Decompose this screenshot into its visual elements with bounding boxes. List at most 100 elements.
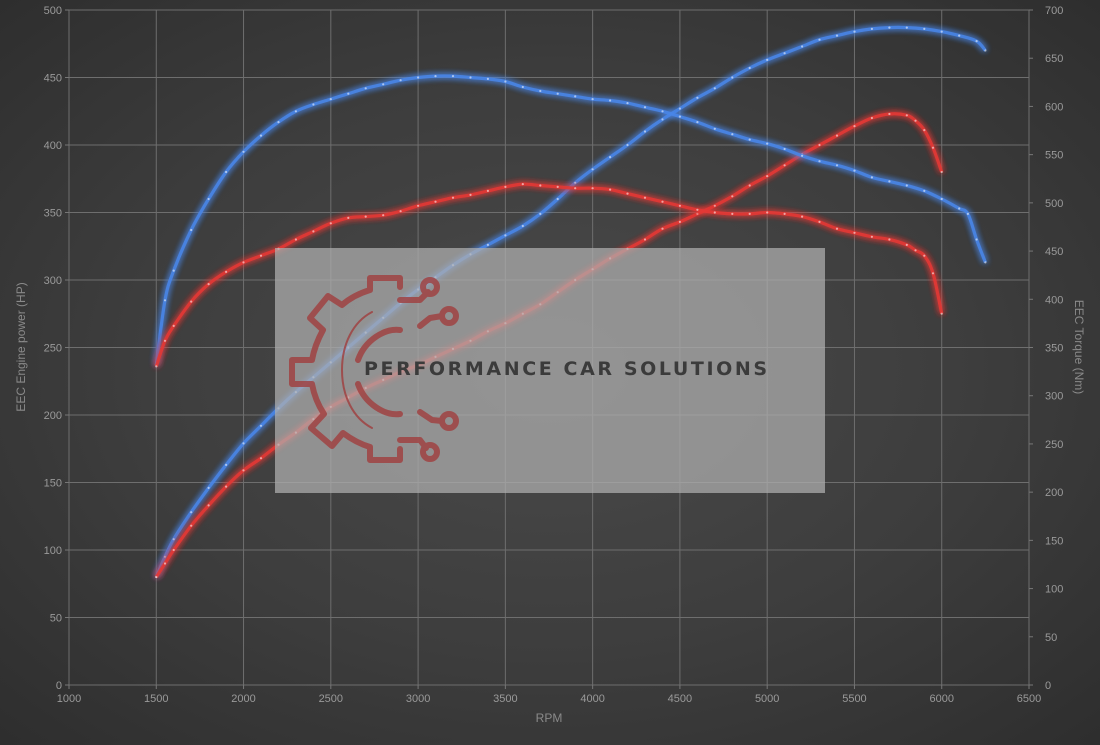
series-point — [190, 511, 193, 514]
series-point — [835, 34, 839, 37]
x-tick-label: 6500 — [1017, 693, 1041, 705]
series-point — [347, 92, 350, 95]
series-point — [399, 210, 402, 213]
y-left-tick-label: 0 — [56, 680, 62, 692]
series-point — [731, 212, 734, 215]
series-point — [294, 238, 297, 241]
series-point — [451, 75, 455, 78]
series-point — [835, 134, 839, 137]
series-point — [801, 154, 804, 157]
gear-circuit-icon — [289, 275, 459, 463]
x-tick-label: 5500 — [842, 693, 866, 705]
series-point — [783, 212, 786, 215]
x-tick-label: 6000 — [929, 693, 953, 705]
series-point — [818, 143, 821, 147]
series-point — [329, 222, 332, 225]
series-point — [975, 238, 978, 241]
series-point — [801, 215, 804, 218]
series-point — [748, 212, 751, 215]
y-right-tick-label: 550 — [1045, 150, 1063, 162]
series-point — [486, 243, 489, 246]
series-point — [382, 83, 385, 86]
series-point — [242, 261, 245, 264]
series-point — [294, 110, 297, 113]
series-point — [207, 504, 210, 507]
series-point — [713, 204, 716, 207]
series-point — [870, 27, 874, 30]
series-point — [364, 215, 367, 218]
series-point — [163, 299, 167, 302]
watermark: PERFORMANCE CAR SOLUTIONS — [275, 248, 825, 493]
series-point — [556, 92, 559, 95]
series-point — [329, 98, 332, 101]
series-point — [661, 118, 664, 121]
series-point — [312, 103, 315, 106]
x-tick-label: 2500 — [319, 693, 343, 705]
series-point — [259, 424, 263, 427]
series-point — [940, 30, 943, 33]
series-point — [766, 211, 769, 214]
series-point — [905, 114, 908, 117]
series-point — [643, 106, 647, 109]
series-point — [923, 254, 926, 257]
series-point — [748, 66, 751, 70]
series-point — [225, 463, 228, 466]
x-tick-label: 4500 — [668, 693, 692, 705]
series-point — [783, 147, 786, 151]
series-point — [207, 197, 210, 201]
x-tick-label: 1500 — [144, 693, 168, 705]
series-point — [835, 164, 839, 167]
series-point — [626, 143, 629, 147]
series-point — [609, 156, 612, 159]
series-point — [556, 185, 559, 188]
y-left-tick-label: 300 — [44, 275, 62, 287]
series-point — [853, 125, 856, 128]
y-axis-left-title: EEC Engine power (HP) — [14, 282, 28, 411]
series-point — [905, 184, 908, 187]
tick-labels: 1000 1500 2000 2500 3000 3500 4000 4500 5000 5500… — [44, 5, 1064, 705]
x-tick-label: 3000 — [406, 693, 430, 705]
x-axis-title: RPM — [536, 711, 563, 725]
series-point — [259, 134, 263, 137]
series-point — [609, 99, 612, 102]
series-point — [713, 127, 716, 130]
series-point — [905, 243, 908, 246]
y-right-tick-label: 100 — [1045, 584, 1063, 596]
series-point — [242, 150, 245, 153]
series-point — [783, 52, 786, 55]
series-point — [835, 227, 839, 230]
series-point — [931, 146, 935, 149]
series-point — [521, 183, 524, 186]
series-point — [818, 38, 821, 41]
series-point — [958, 207, 961, 210]
series-point — [923, 189, 926, 192]
series-point — [225, 170, 228, 174]
series-point — [190, 524, 193, 527]
series-point — [888, 26, 891, 29]
y-left-tick-label: 100 — [44, 545, 62, 557]
series-point — [678, 107, 682, 110]
series-point — [905, 26, 908, 29]
series-point — [713, 211, 716, 214]
series-3 — [154, 74, 987, 367]
y-right-tick-label: 700 — [1045, 5, 1063, 17]
series-point — [312, 230, 315, 233]
x-tick-label: 2000 — [231, 693, 255, 705]
series-point — [966, 212, 970, 215]
series-point — [696, 96, 699, 99]
series-point — [190, 228, 193, 232]
series-point — [853, 169, 856, 172]
y-right-tick-label: 250 — [1045, 439, 1063, 451]
y-right-tick-label: 300 — [1045, 391, 1063, 403]
series-point — [609, 188, 612, 191]
series-point — [801, 45, 804, 48]
series-point — [469, 193, 472, 196]
series-point — [504, 185, 507, 188]
series-point — [940, 170, 943, 174]
series-point — [225, 485, 228, 488]
series-point — [870, 235, 874, 238]
y-left-tick-label: 400 — [44, 140, 62, 152]
series-point — [696, 121, 699, 124]
series-point — [591, 98, 594, 101]
